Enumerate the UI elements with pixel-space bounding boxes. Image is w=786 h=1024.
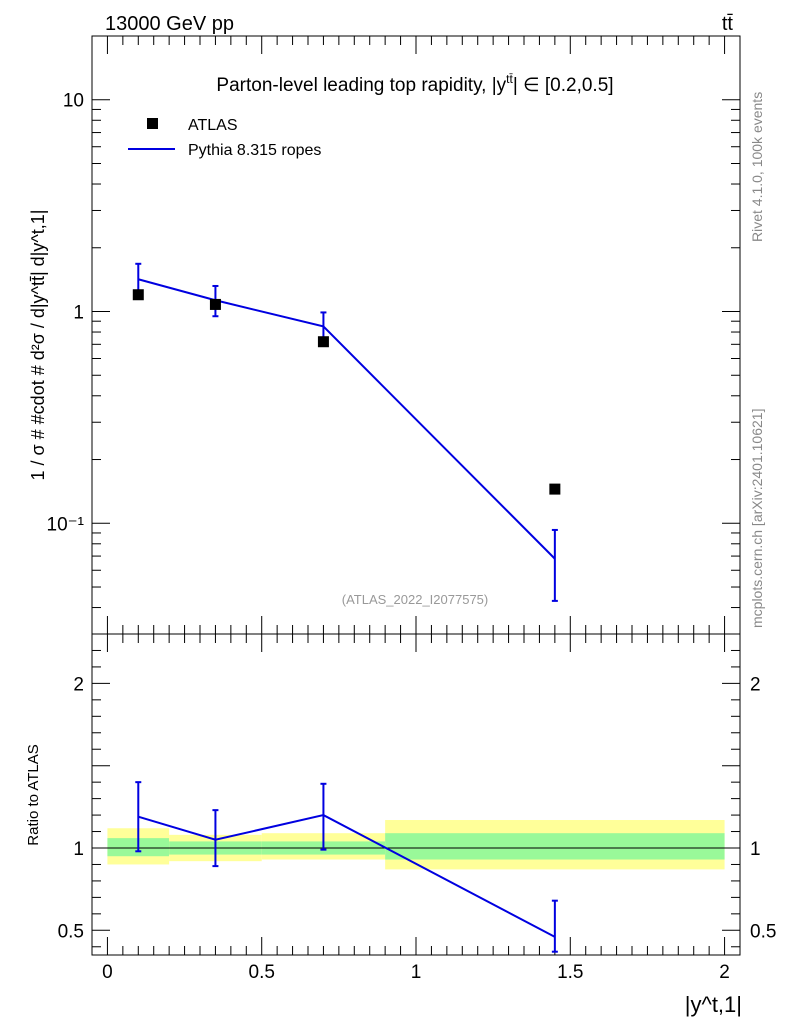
atlas-point xyxy=(317,336,329,348)
x-tick-label: 2 xyxy=(719,962,730,983)
mcplots-label: mcplots.cern.ch [arXiv:2401.10621] xyxy=(749,409,765,628)
y-tick-label: 1 xyxy=(73,303,84,324)
ratio-y-tick-label-right: 2 xyxy=(750,674,761,695)
x-axis-label: |y^t,1| xyxy=(685,992,742,1017)
y-tick-label: 10 xyxy=(63,91,84,112)
y-axis-label: 1 / σ # #cdot # d²σ / d|y^tt̄| d|y^t,1| xyxy=(28,210,48,481)
ratio-bands xyxy=(107,820,725,870)
x-tick-label: 0 xyxy=(102,962,113,983)
main-ticks: 10 1 10⁻¹ xyxy=(47,35,740,635)
main-panel: 10 1 10⁻¹ xyxy=(47,35,741,635)
ratio-marks xyxy=(135,781,558,953)
x-tick-label: 1 xyxy=(411,962,422,983)
ratio-y-tick-label: 1 xyxy=(73,839,84,860)
x-tick-label: 0.5 xyxy=(249,962,275,983)
rivet-label: Rivet 4.1.0, 100k events xyxy=(749,92,765,242)
y-tick-label: 10⁻¹ xyxy=(47,514,85,535)
energy-label: 13000 GeV pp xyxy=(105,13,234,35)
ratio-ticks: 0.5 0.5 1 1 2 2 0 0.5 1 1.5 2 xyxy=(58,634,776,983)
analysis-watermark: (ATLAS_2022_I2077575) xyxy=(342,592,488,607)
ratio-y-tick-label: 2 xyxy=(73,674,84,695)
ratio-y-tick-label: 0.5 xyxy=(58,921,84,942)
atlas-point xyxy=(209,298,221,310)
legend-atlas-marker xyxy=(147,118,158,129)
ratio-pythia-line xyxy=(137,814,556,938)
atlas-point xyxy=(132,289,144,301)
legend: ATLAS Pythia 8.315 ropes xyxy=(128,117,321,159)
ratio-band-inner xyxy=(385,833,725,860)
x-tick-label: 1.5 xyxy=(557,962,583,983)
ratio-y-tick-label-right: 0.5 xyxy=(750,921,776,942)
main-marks xyxy=(132,262,561,602)
pythia-line xyxy=(138,278,556,560)
legend-pythia-label: Pythia 8.315 ropes xyxy=(188,142,321,159)
atlas-point xyxy=(549,483,561,495)
ratio-frame xyxy=(91,633,741,956)
legend-atlas-label: ATLAS xyxy=(188,117,238,134)
ratio-panel: 0.5 0.5 1 1 2 2 0 0.5 1 1.5 2 xyxy=(58,633,776,983)
chart-title: Parton-level leading top rapidity, |ytt̄… xyxy=(216,72,613,96)
ratio-y-tick-label-right: 1 xyxy=(750,839,761,860)
process-label: tt̄ xyxy=(722,13,734,35)
ratio-y-label: Ratio to ATLAS xyxy=(25,744,42,845)
